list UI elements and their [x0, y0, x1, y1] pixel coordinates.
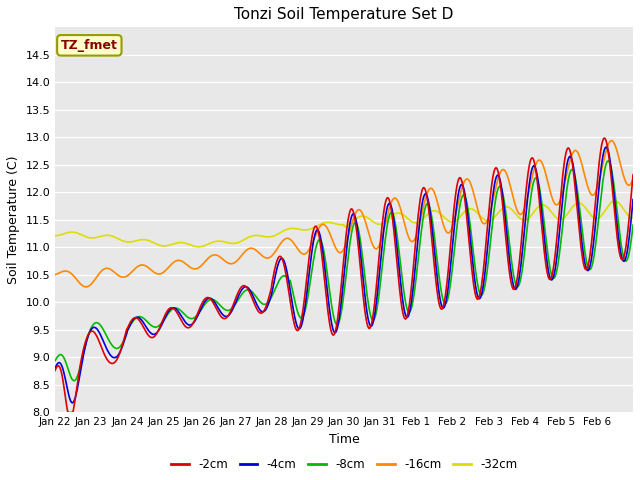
- Title: Tonzi Soil Temperature Set D: Tonzi Soil Temperature Set D: [234, 7, 454, 22]
- Legend: -2cm, -4cm, -8cm, -16cm, -32cm: -2cm, -4cm, -8cm, -16cm, -32cm: [166, 454, 522, 476]
- Text: TZ_fmet: TZ_fmet: [61, 39, 118, 52]
- Y-axis label: Soil Temperature (C): Soil Temperature (C): [7, 156, 20, 284]
- X-axis label: Time: Time: [329, 433, 360, 446]
